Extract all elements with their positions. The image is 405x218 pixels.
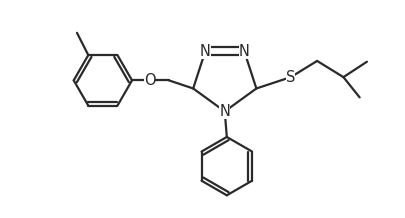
Text: O: O bbox=[144, 73, 155, 88]
Text: N: N bbox=[200, 44, 211, 59]
Text: N: N bbox=[239, 44, 250, 59]
Text: N: N bbox=[220, 104, 230, 119]
Text: S: S bbox=[286, 70, 296, 85]
